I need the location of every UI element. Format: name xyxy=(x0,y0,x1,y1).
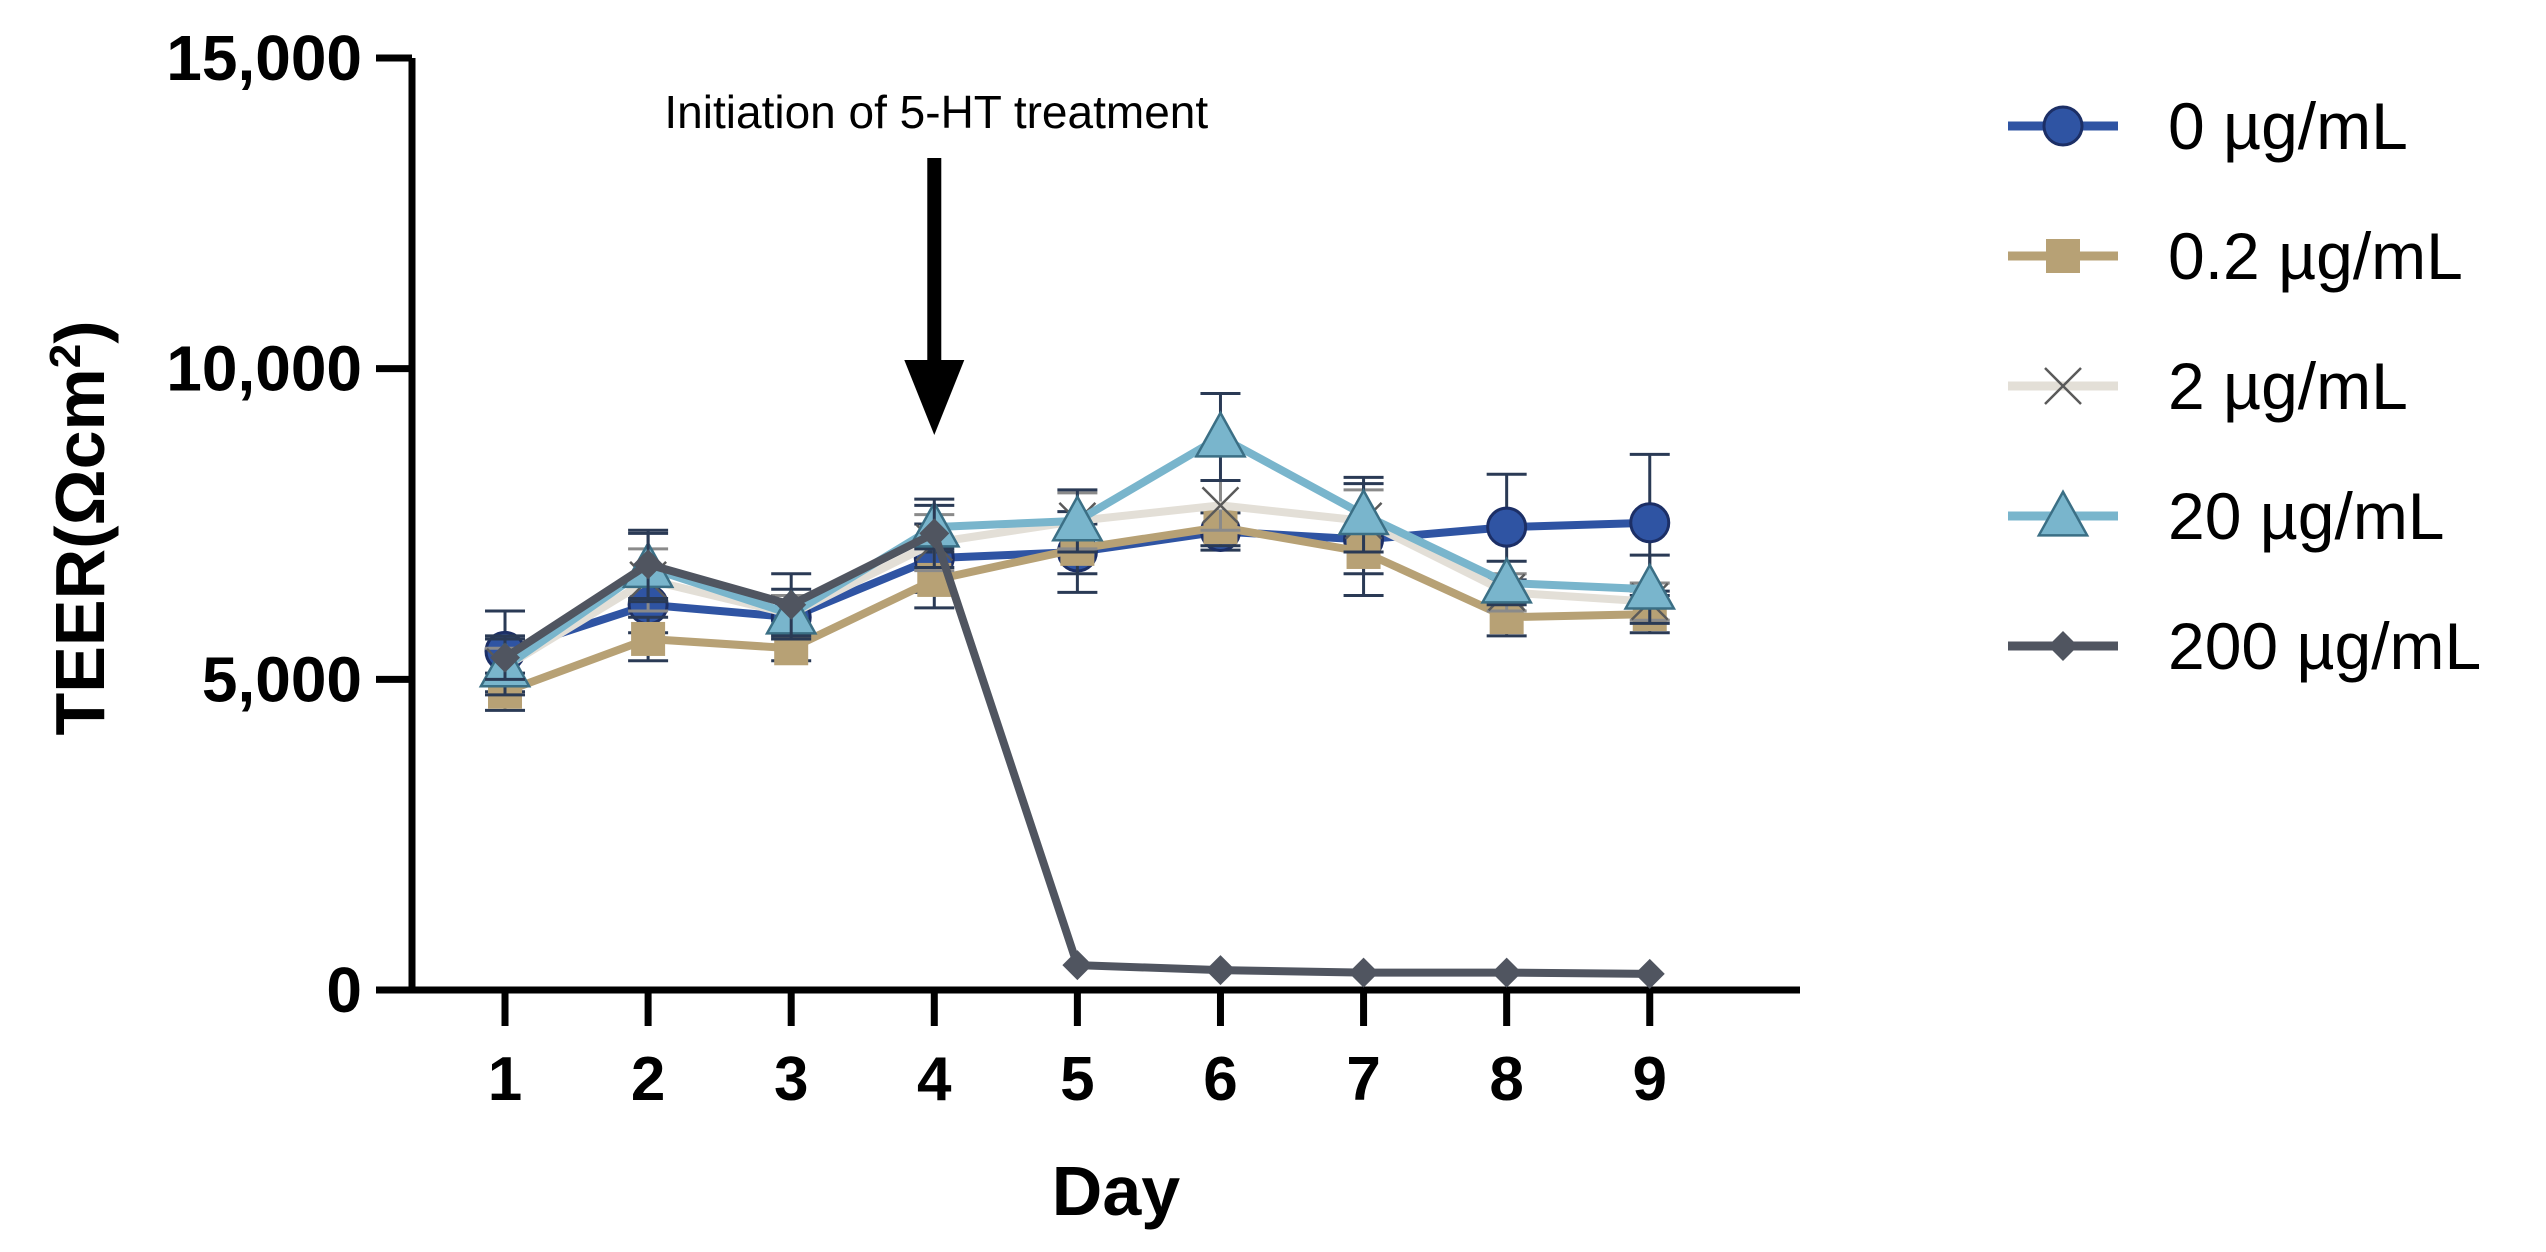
data-point xyxy=(1194,410,1247,458)
y-tick-label: 15,000 xyxy=(166,22,362,94)
data-point xyxy=(1486,506,1528,548)
data-point xyxy=(1062,950,1093,981)
axes xyxy=(408,58,1800,994)
circle-marker xyxy=(2042,105,2084,147)
x-tick-label: 6 xyxy=(1203,1045,1237,1114)
legend-marker xyxy=(2048,631,2078,661)
series-3 xyxy=(478,392,1677,697)
x-tick-label: 9 xyxy=(1633,1045,1667,1114)
data-point xyxy=(1201,486,1240,525)
legend-item: 2 µg/mL xyxy=(2008,349,2408,423)
data-point xyxy=(1348,957,1379,988)
x-tick-label: 8 xyxy=(1489,1045,1523,1114)
data-point xyxy=(1337,487,1390,536)
diamond-marker xyxy=(1491,957,1522,988)
legend: 0 µg/mL 0.2 µg/mL 2 µg/mL 20 µg/mL 200 µg/mL xyxy=(2008,89,2481,683)
x-tick-label: 2 xyxy=(631,1045,665,1114)
data-point xyxy=(1051,494,1104,542)
triangle-marker xyxy=(1051,494,1104,542)
diamond-marker xyxy=(490,642,521,673)
diamond-marker xyxy=(633,549,664,580)
y-axis-title: TEER(Ωcm2) xyxy=(41,320,120,735)
y-tick-label: 5,000 xyxy=(202,643,362,715)
legend-marker xyxy=(2042,105,2084,147)
y-axis-title-close: ) xyxy=(41,320,119,343)
y-tick-label: 0 xyxy=(326,954,362,1026)
series-layer xyxy=(478,392,1677,989)
triangle-marker xyxy=(1194,410,1247,458)
triangle-marker xyxy=(1337,487,1390,536)
diamond-marker xyxy=(776,589,807,620)
legend-item: 0.2 µg/mL xyxy=(2008,219,2463,293)
data-point xyxy=(1629,502,1671,544)
square-marker xyxy=(2046,239,2080,273)
annotation-text: Initiation of 5-HT treatment xyxy=(664,86,1208,138)
legend-marker xyxy=(2046,239,2080,273)
data-point xyxy=(631,621,666,656)
x-tick-label: 4 xyxy=(917,1045,952,1114)
x-marker-stroke xyxy=(2044,367,2082,405)
diamond-marker xyxy=(1348,957,1379,988)
square-marker xyxy=(631,621,666,656)
legend-item: 200 µg/mL xyxy=(2008,609,2481,683)
series-4 xyxy=(485,497,1665,989)
legend-item: 20 µg/mL xyxy=(2008,479,2445,553)
diamond-marker xyxy=(1205,955,1236,986)
y-axis-ticks: 0 5,000 10,000 15,000 xyxy=(166,22,412,1026)
y-tick-label: 10,000 xyxy=(166,333,362,405)
annotation: Initiation of 5-HT treatment xyxy=(664,86,1208,435)
circle-marker xyxy=(1486,506,1528,548)
y-axis-title-main: TEER(Ωcm xyxy=(41,368,119,735)
data-point xyxy=(919,518,950,549)
data-point xyxy=(1491,957,1522,988)
data-point xyxy=(633,549,664,580)
legend-label: 0 µg/mL xyxy=(2168,89,2408,163)
legend-label: 2 µg/mL xyxy=(2168,349,2408,423)
diamond-marker xyxy=(1634,958,1665,989)
x-axis-ticks: 1 2 3 4 5 6 7 8 9 xyxy=(488,990,1667,1114)
diamond-marker xyxy=(919,518,950,549)
x-axis-title: Day xyxy=(1052,1152,1180,1230)
x-tick-label: 3 xyxy=(774,1045,808,1114)
circle-marker xyxy=(1629,502,1671,544)
x-marker-stroke xyxy=(1201,486,1240,525)
legend-label: 200 µg/mL xyxy=(2168,609,2481,683)
legend-label: 0.2 µg/mL xyxy=(2168,219,2463,293)
legend-marker xyxy=(2044,367,2082,405)
data-point xyxy=(776,589,807,620)
data-point xyxy=(1634,958,1665,989)
x-tick-label: 1 xyxy=(488,1045,522,1114)
triangle-marker xyxy=(1480,556,1533,604)
diamond-marker xyxy=(2048,631,2078,661)
y-axis-title-superscript: 2 xyxy=(41,344,90,368)
series-line xyxy=(502,529,1650,978)
x-tick-label: 7 xyxy=(1346,1045,1380,1114)
data-point xyxy=(1205,955,1236,986)
data-point xyxy=(1480,556,1533,604)
annotation-arrow-head xyxy=(904,360,965,435)
data-point xyxy=(1623,562,1677,610)
legend-marker xyxy=(2036,489,2090,537)
triangle-marker xyxy=(1623,562,1677,610)
triangle-marker xyxy=(2036,489,2090,537)
data-point xyxy=(490,642,521,673)
legend-item: 0 µg/mL xyxy=(2008,89,2408,163)
legend-label: 20 µg/mL xyxy=(2168,479,2445,553)
x-tick-label: 5 xyxy=(1060,1045,1094,1114)
diamond-marker xyxy=(1062,950,1093,981)
